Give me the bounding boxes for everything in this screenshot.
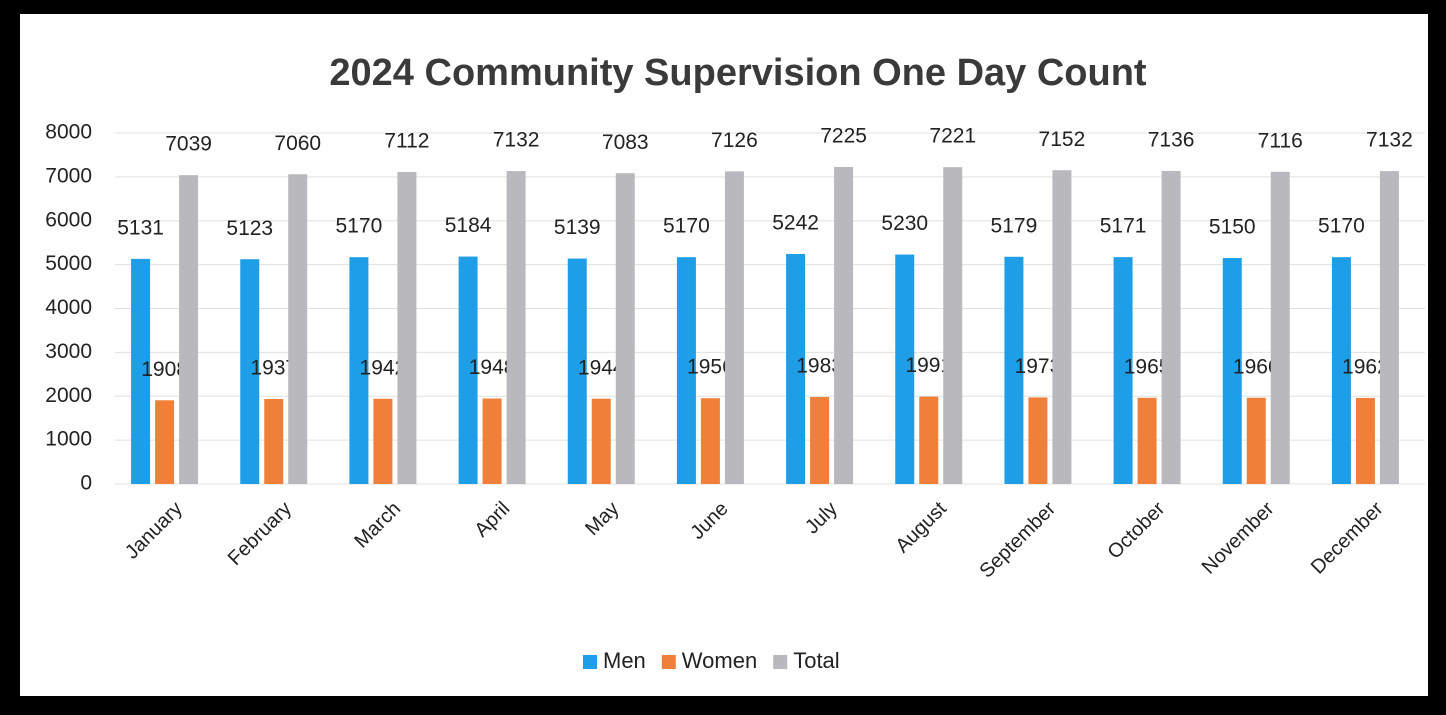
bar [1028,397,1048,484]
bar [373,398,393,484]
data-label: 1944 [578,356,625,379]
data-label: 1937 [250,357,297,380]
data-label: 1983 [796,355,843,378]
y-tick-label: 1000 [45,428,92,451]
bar [895,254,915,484]
bar [943,167,963,484]
data-label: 1962 [1342,355,1389,378]
legend-swatch [661,655,676,669]
data-label: 5131 [117,216,164,239]
bar [1270,171,1290,484]
bar [288,174,308,484]
bar [724,171,744,485]
data-label: 1966 [1233,355,1280,378]
data-label: 7132 [1366,129,1413,152]
bar [179,175,199,484]
data-label: 7136 [1148,128,1195,151]
bar [1355,397,1375,484]
bar [1246,397,1266,484]
bar [1004,256,1024,484]
data-label: 7039 [165,133,212,156]
data-label: 5184 [445,214,492,237]
data-label: 5139 [554,216,601,239]
bar [1052,170,1072,484]
legend-label: Women [682,648,757,673]
bar [919,396,939,484]
y-tick-label: 7000 [45,164,92,187]
data-label: 5123 [226,217,273,240]
y-tick-label: 5000 [45,252,92,275]
data-label: 1973 [1015,355,1062,378]
legend-label: Total [793,648,839,673]
bar [810,396,830,484]
data-label: 7116 [1258,129,1303,152]
bar [482,398,502,484]
data-label: 5170 [1318,215,1365,238]
data-label: 7132 [493,129,540,152]
y-tick-label: 4000 [45,296,92,319]
bar [131,258,151,484]
data-label: 1991 [905,354,952,377]
bar [1161,170,1181,484]
data-label: 1942 [360,356,407,379]
bar [240,259,260,484]
data-label: 5170 [336,215,383,238]
bar [786,254,806,484]
data-label: 5242 [772,212,819,235]
chart-title: 2024 Community Supervision One Day Count [329,52,1147,94]
bar [1331,257,1351,484]
y-tick-label: 0 [80,472,92,495]
bar [506,171,526,484]
data-label: 7225 [820,125,867,148]
data-label: 5150 [1209,216,1256,239]
data-label: 5179 [991,214,1038,237]
data-label: 7126 [711,129,758,152]
legend-label: Men [603,648,646,673]
bar [567,258,587,484]
legend-swatch [583,655,597,669]
y-tick-label: 6000 [45,208,92,231]
bar [1113,257,1133,484]
bar [458,256,478,484]
legend-swatch [773,655,788,669]
data-label: 1908 [141,358,188,381]
data-label: 1965 [1124,355,1171,378]
bar [349,257,369,484]
data-label: 7152 [1039,128,1086,151]
bar [834,167,854,485]
bar [1222,258,1242,484]
bar [591,398,611,484]
bar [615,173,635,484]
y-tick-label: 8000 [45,121,92,144]
data-label: 7083 [602,131,649,154]
data-label: 7060 [274,132,321,155]
y-tick-label: 2000 [45,384,92,407]
bar [397,171,417,484]
bar [1379,171,1399,484]
data-label: 7221 [929,125,976,148]
bar [676,257,696,484]
bar [155,400,175,484]
data-label: 5170 [663,215,710,238]
data-label: 5171 [1100,215,1147,238]
data-label: 5230 [881,212,928,235]
data-label: 1948 [469,356,516,379]
data-label: 1956 [687,356,734,379]
data-label: 7112 [384,130,429,153]
bar [1137,397,1157,484]
bar [264,399,284,484]
bar [700,398,720,484]
y-tick-label: 3000 [45,340,92,363]
